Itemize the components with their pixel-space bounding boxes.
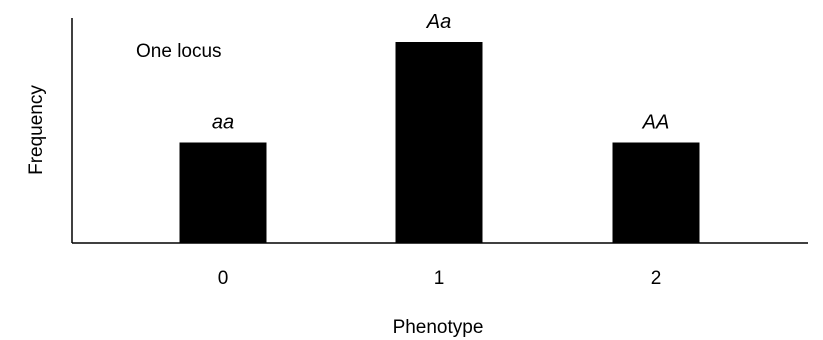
- bar-label-0: aa: [212, 112, 234, 134]
- x-axis-title: Phenotype: [393, 317, 484, 338]
- bar-0: [179, 142, 267, 243]
- one-locus-annotation: One locus: [136, 41, 222, 62]
- bar-label-2: AA: [642, 112, 670, 134]
- x-tick-2: 2: [651, 268, 662, 289]
- x-tick-1: 1: [434, 268, 445, 289]
- x-tick-labels: 0 1 2: [218, 268, 662, 289]
- bar-2: [612, 142, 700, 243]
- bar-label-1: Aa: [426, 11, 451, 33]
- x-tick-0: 0: [218, 268, 229, 289]
- bar-1: [395, 42, 483, 243]
- y-axis-title: Frequency: [26, 85, 47, 175]
- bars: [179, 42, 700, 243]
- bar-labels: aa Aa AA: [212, 11, 669, 134]
